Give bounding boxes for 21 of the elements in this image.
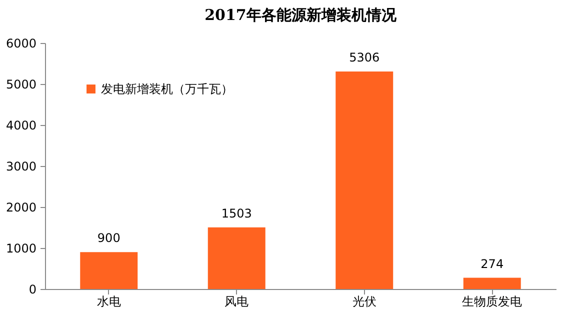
x-tick-label: 生物质发电 [462, 294, 522, 308]
x-tick-label: 水电 [96, 294, 121, 308]
bar [80, 252, 138, 289]
data-label: 274 [480, 256, 504, 271]
y-tick-label: 3000 [6, 160, 36, 174]
x-tick-label: 光伏 [352, 294, 376, 308]
y-tick-label: 2000 [6, 200, 36, 214]
y-tick-label: 1000 [6, 242, 36, 256]
bar [463, 278, 521, 289]
y-tick-label: 0 [28, 282, 36, 296]
y-tick-label: 5000 [6, 78, 36, 92]
bar [208, 227, 266, 289]
y-tick-label: 4000 [6, 118, 36, 132]
data-label: 5306 [349, 50, 380, 64]
y-tick-label: 6000 [6, 36, 36, 50]
data-label: 900 [97, 231, 120, 246]
bar [336, 71, 394, 289]
x-tick-label: 风电 [224, 294, 249, 308]
legend-label: 发电新增装机（万千瓦） [101, 82, 233, 96]
chart-title: 2017年各能源新增装机情况 [204, 6, 398, 24]
data-label: 1503 [221, 206, 252, 220]
